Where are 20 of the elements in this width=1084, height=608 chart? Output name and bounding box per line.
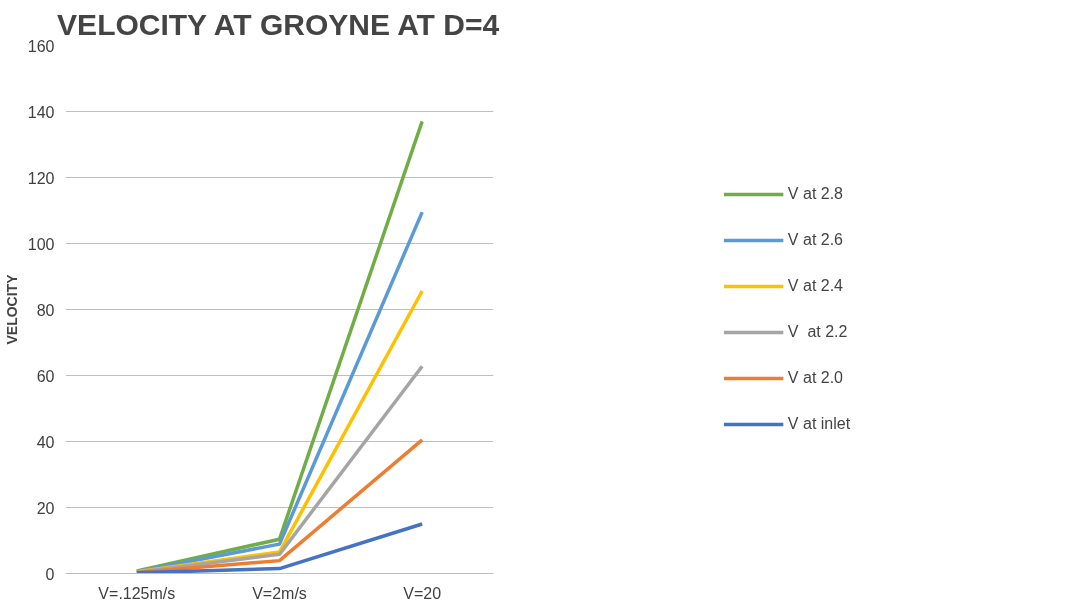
y-tick-label: 80: [36, 301, 55, 319]
legend-label: V at 2.6: [787, 231, 844, 249]
legend-label: V at 2.4: [787, 277, 844, 295]
x-tick-label: V=.125m/s: [98, 584, 176, 602]
x-tick-label: V=2m/s: [252, 584, 307, 602]
y-tick-label: 40: [36, 433, 55, 451]
legend-label: V at inlet: [787, 415, 851, 433]
y-tick-label: 20: [36, 499, 55, 517]
y-tick-label: 0: [45, 565, 55, 583]
legend-label: V at 2.0: [787, 369, 844, 387]
y-tick-label: 60: [36, 367, 55, 385]
y-tick-label: 140: [27, 103, 55, 121]
x-tick-label: V=20: [403, 584, 442, 602]
chart-title: VELOCITY AT GROYNE AT D=4: [57, 7, 500, 41]
legend-label: V at 2.2: [787, 323, 848, 341]
y-axis-title: VELOCITY: [3, 273, 20, 345]
y-tick-label: 120: [27, 169, 55, 187]
y-tick-label: 100: [27, 235, 55, 253]
legend-label: V at 2.8: [787, 185, 844, 203]
y-tick-label: 160: [27, 37, 55, 55]
